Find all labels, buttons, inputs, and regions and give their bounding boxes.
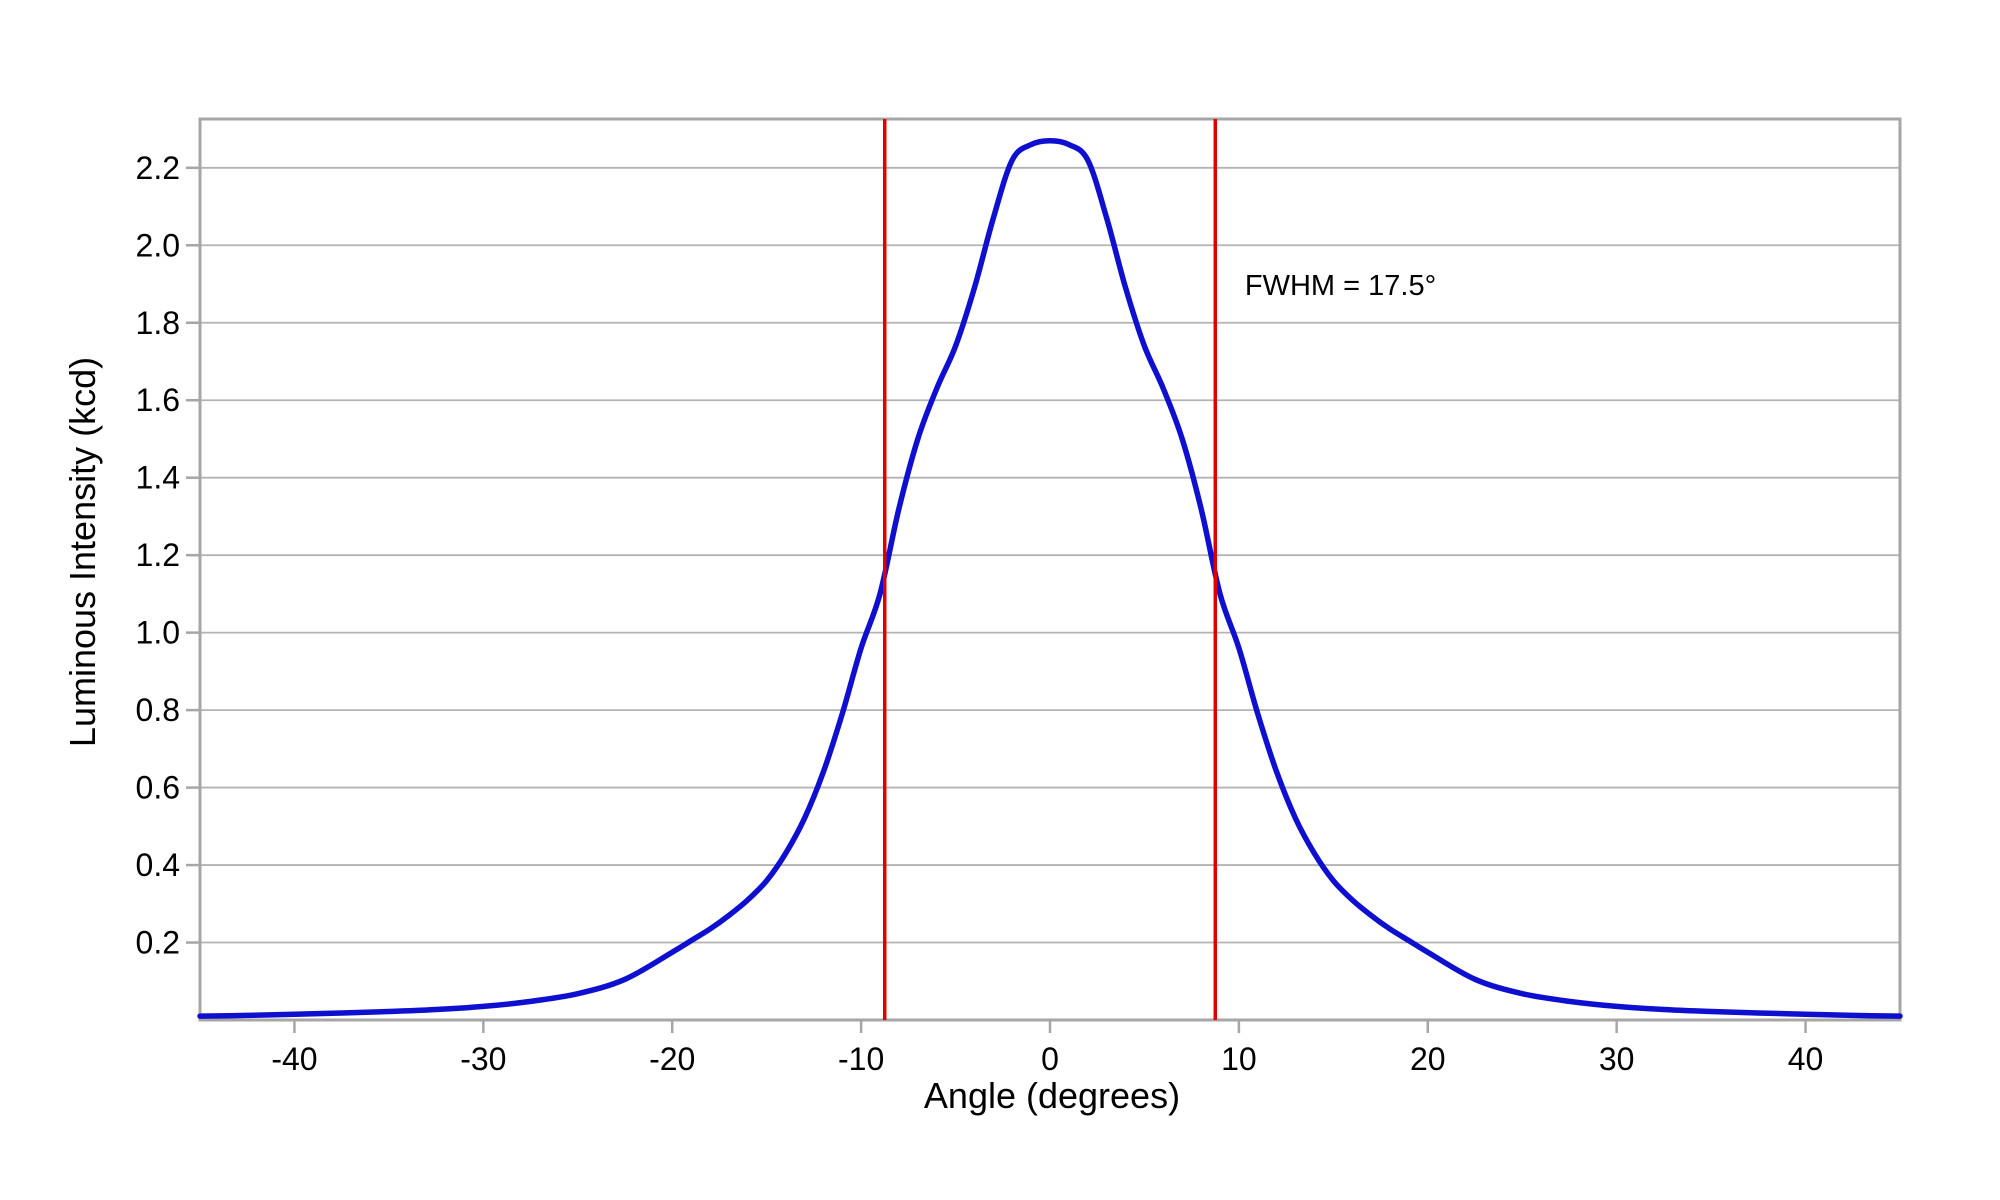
- plot-frame: [198, 117, 1902, 1022]
- gridlines: [200, 166, 1900, 944]
- x-tick-label-10: 10: [1221, 1041, 1257, 1077]
- y-tick-label-1.4: 1.4: [136, 460, 180, 496]
- x-tick-label-40: 40: [1788, 1041, 1824, 1077]
- y-tick-label-2.2: 2.2: [136, 150, 180, 186]
- y-axis-tick-labels: 0.2 0.4 0.6 0.8 1.0 1.2 1.4 1.6 1.8 2.0 2.2: [136, 150, 180, 961]
- y-tick-label-0.2: 0.2: [136, 925, 180, 961]
- x-tick-label--10: -10: [838, 1041, 884, 1077]
- x-tick-label-30: 30: [1599, 1041, 1635, 1077]
- y-tick-label-1: 1.0: [136, 615, 180, 651]
- x-tick-label-0: 0: [1041, 1041, 1059, 1077]
- x-tick-label-20: 20: [1410, 1041, 1446, 1077]
- x-tick-label--40: -40: [271, 1041, 317, 1077]
- y-tick-label-2: 2.0: [136, 227, 180, 263]
- x-axis-title: Angle (degrees): [924, 1075, 1180, 1116]
- fwhm-reference-lines: [882, 119, 1218, 1020]
- tick-marks: [186, 166, 1807, 1033]
- y-tick-label-0.4: 0.4: [136, 847, 180, 883]
- intensity-curve: [197, 137, 1903, 1019]
- fwhm-annotation: FWHM = 17.5°: [1245, 270, 1436, 302]
- y-tick-label-0.6: 0.6: [136, 770, 180, 806]
- y-tick-label-1.2: 1.2: [136, 537, 180, 573]
- x-tick-label--30: -30: [460, 1041, 506, 1077]
- y-tick-label-1.6: 1.6: [136, 382, 180, 418]
- x-tick-label--20: -20: [649, 1041, 695, 1077]
- y-tick-label-0.8: 0.8: [136, 692, 180, 728]
- x-axis-tick-labels: -40 -30 -20 -10 0 10 20 30 40: [271, 1041, 1823, 1077]
- y-axis-title: Luminous Intensity (kcd): [62, 357, 103, 747]
- y-tick-label-1.8: 1.8: [136, 305, 180, 341]
